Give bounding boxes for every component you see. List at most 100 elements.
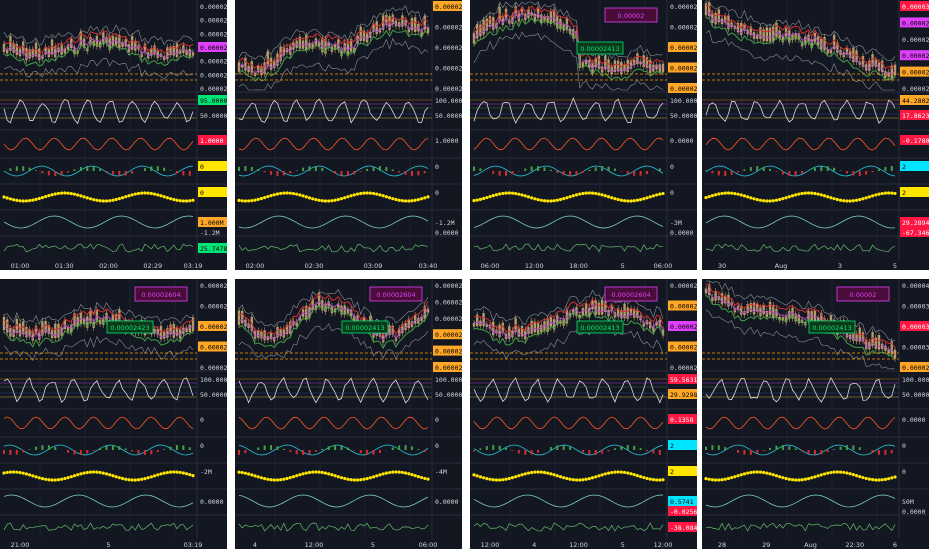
chart-canvas[interactable]: 0.00003383 0.00002888 0.00002684 0.00002517…: [702, 0, 929, 270]
chart-panel-p1[interactable]: 0.00002440 0.00002430 0.00002420 0.00002415…: [0, 0, 227, 270]
candle-body: [324, 303, 327, 312]
price-axis-label: 0.00002440: [200, 3, 227, 11]
candle-body: [768, 301, 772, 316]
candle-body: [623, 64, 626, 72]
yellow-dot: [307, 196, 312, 200]
chart-canvas[interactable]: 0.00002423 0.00002420 0.00002410 0.00002400…: [235, 0, 462, 270]
candle-body: [581, 62, 585, 68]
candle-body: [162, 331, 166, 339]
axis-label-text: 29.2894: [902, 219, 929, 227]
candle-body: [797, 314, 801, 324]
yellow-dot: [66, 191, 70, 195]
time-axis-label: 4: [532, 541, 536, 549]
yellow-dot: [787, 195, 791, 199]
candle-body: [740, 22, 743, 36]
price-callout-box[interactable]: 0.00002413: [576, 41, 624, 55]
candle-body: [620, 61, 623, 74]
macd-hist-bar: [884, 166, 887, 171]
chart-panel-p3[interactable]: 0.00002 0.00002413 0.00002600 0.00002500 0.0…: [470, 0, 697, 270]
yellow-dot: [63, 476, 67, 481]
macd-hist-bar: [839, 446, 842, 450]
yellow-dot: [298, 473, 302, 477]
chart-canvas[interactable]: 0.00002604 0.00002413 0.00002638 0.00002521…: [470, 279, 697, 549]
yellow-dot: [355, 192, 360, 196]
yellow-dot: [156, 193, 160, 197]
candle-body: [736, 22, 740, 33]
chart-canvas[interactable]: 0.00002604 0.00002413 0.00002700 0.00002600…: [235, 279, 462, 549]
chart-canvas[interactable]: 0.00002604 0.00002423 0.00002600 0.00002500…: [0, 279, 227, 549]
yellow-dot: [806, 477, 811, 481]
chart-canvas[interactable]: 0.00002440 0.00002430 0.00002420 0.00002415…: [0, 0, 227, 270]
price-axis-label: 0.0000: [670, 137, 694, 145]
axis-label-text: 0.00002314: [902, 364, 929, 372]
yellow-dot: [552, 199, 556, 203]
yellow-dot: [587, 191, 591, 195]
candle-body: [616, 60, 620, 72]
macd-hist-bar: [890, 166, 893, 171]
price-callout-box[interactable]: 0.00002413: [808, 320, 856, 334]
macd-hist-bar: [124, 171, 127, 176]
price-callout-bubble[interactable]: 0.00002604: [134, 286, 188, 302]
label-badge: [668, 83, 697, 93]
candle-body: [426, 27, 430, 34]
yellow-dot: [584, 477, 588, 481]
yellow-dot: [5, 470, 9, 475]
chart-panel-p5[interactable]: 0.00002604 0.00002423 0.00002600 0.00002500…: [0, 279, 227, 549]
yellow-dot: [323, 471, 328, 475]
candle-body: [9, 36, 12, 51]
candle-body: [105, 36, 108, 44]
ma-red-line: [238, 293, 429, 337]
macd-hist-bar: [35, 170, 38, 171]
chart-panel-p6[interactable]: 0.00002604 0.00002413 0.00002700 0.00002600…: [235, 279, 462, 549]
yellow-dot: [642, 475, 646, 480]
price-callout-box[interactable]: 0.00002413: [576, 320, 624, 334]
chart-canvas[interactable]: 0.00002 0.00002413 0.00002600 0.00002500 0.0…: [470, 0, 697, 270]
price-callout-bubble[interactable]: 0.00002: [604, 7, 658, 23]
yellow-dot: [375, 192, 379, 196]
candle-body: [604, 301, 607, 312]
price-callout-bubble[interactable]: 0.00002604: [604, 286, 658, 302]
chart-panel-p2[interactable]: 0.00002423 0.00002420 0.00002410 0.00002400…: [235, 0, 462, 270]
candle-body: [788, 310, 791, 320]
label-badge: [198, 42, 227, 52]
axis-label-text: 0.1358: [670, 416, 694, 424]
macd-hist-bar: [111, 171, 114, 175]
price-callout-bubble[interactable]: 0.00002: [836, 286, 890, 302]
upper-band: [238, 288, 429, 329]
yellow-dot: [146, 476, 150, 480]
chart-panel-p7[interactable]: 0.00002604 0.00002413 0.00002638 0.00002521…: [470, 279, 697, 549]
axis-label-text: 0.00003500: [902, 303, 929, 311]
price-callout-box[interactable]: 0.00002423: [106, 320, 154, 334]
macd-hist-bar: [639, 171, 642, 176]
candle-body: [172, 323, 175, 338]
yellow-dot: [114, 197, 118, 202]
yellow-dot: [530, 470, 534, 475]
price-callout-box[interactable]: 0.00002413: [341, 320, 389, 334]
axis-label-text: 0.00002600: [670, 3, 697, 11]
macd-hist-bar: [601, 166, 604, 171]
chart-panel-p8[interactable]: 0.00002 0.00002413 0.00004000 0.00003500 0.0…: [702, 279, 929, 549]
yellow-dot: [749, 470, 753, 475]
yellow-dot: [384, 471, 388, 475]
label-badge: [900, 161, 929, 171]
price-axis-label: 0.00002700: [435, 282, 462, 290]
time-axis-label: 12:00: [525, 262, 544, 270]
candle-body: [263, 62, 266, 74]
chart-panel-p4[interactable]: 0.00003383 0.00002888 0.00002684 0.00002517…: [702, 0, 929, 270]
candle-body: [317, 292, 321, 307]
yellow-dot: [184, 199, 189, 203]
yellow-dot: [165, 470, 169, 475]
yellow-dot: [311, 197, 315, 201]
macd-hist-bar: [359, 450, 362, 454]
price-axis-label: 50.0000: [200, 391, 227, 399]
macd-hist-bar: [549, 169, 552, 171]
label-badge: [198, 243, 227, 253]
macd-hist-bar: [22, 166, 25, 171]
candle-body: [845, 47, 849, 55]
candle-body: [244, 57, 247, 71]
price-callout-bubble[interactable]: 0.00002604: [369, 286, 423, 302]
yellow-dot: [565, 196, 569, 200]
macd-hist-bar: [833, 167, 836, 171]
yellow-dot: [92, 198, 96, 202]
chart-canvas[interactable]: 0.00002 0.00002413 0.00004000 0.00003500 0.0…: [702, 279, 929, 549]
